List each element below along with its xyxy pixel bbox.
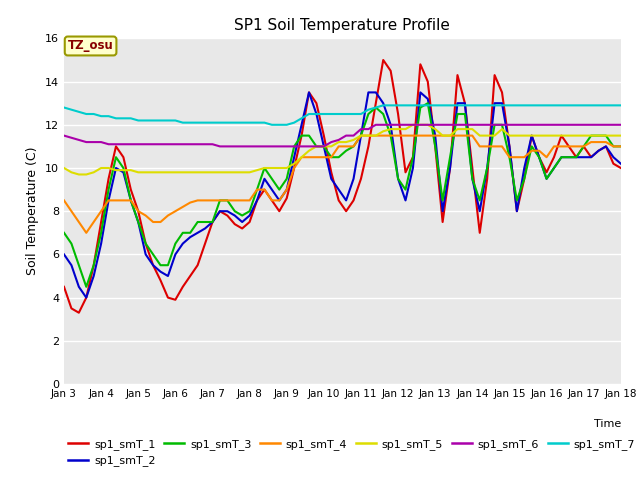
sp1_smT_6 bbox=[431, 122, 439, 128]
sp1_smT_1 bbox=[75, 310, 83, 316]
sp1_smT_7 bbox=[617, 103, 625, 108]
sp1_smT_3 bbox=[357, 133, 365, 139]
Line: sp1_smT_1: sp1_smT_1 bbox=[64, 60, 621, 313]
sp1_smT_3 bbox=[431, 144, 439, 149]
sp1_smT_5 bbox=[409, 122, 417, 128]
sp1_smT_5 bbox=[60, 165, 68, 171]
sp1_smT_2 bbox=[617, 161, 625, 167]
Line: sp1_smT_6: sp1_smT_6 bbox=[64, 125, 621, 146]
sp1_smT_6 bbox=[216, 144, 224, 149]
Title: SP1 Soil Temperature Profile: SP1 Soil Temperature Profile bbox=[234, 18, 451, 33]
sp1_smT_7 bbox=[112, 115, 120, 121]
sp1_smT_3 bbox=[424, 100, 431, 106]
sp1_smT_2 bbox=[305, 90, 313, 96]
sp1_smT_2 bbox=[520, 165, 528, 171]
sp1_smT_7 bbox=[268, 122, 276, 128]
sp1_smT_5 bbox=[120, 168, 127, 173]
sp1_smT_1 bbox=[446, 165, 454, 171]
sp1_smT_4 bbox=[260, 187, 268, 192]
Legend: sp1_smT_1, sp1_smT_2, sp1_smT_3, sp1_smT_4, sp1_smT_5, sp1_smT_6, sp1_smT_7: sp1_smT_1, sp1_smT_2, sp1_smT_3, sp1_smT… bbox=[64, 434, 639, 471]
sp1_smT_6 bbox=[357, 126, 365, 132]
sp1_smT_1 bbox=[617, 165, 625, 171]
sp1_smT_3 bbox=[60, 230, 68, 236]
sp1_smT_1 bbox=[120, 155, 127, 160]
Line: sp1_smT_4: sp1_smT_4 bbox=[64, 136, 621, 233]
sp1_smT_2 bbox=[83, 295, 90, 300]
Line: sp1_smT_7: sp1_smT_7 bbox=[64, 106, 621, 125]
sp1_smT_7 bbox=[357, 111, 365, 117]
Y-axis label: Soil Temperature (C): Soil Temperature (C) bbox=[26, 147, 40, 276]
sp1_smT_7 bbox=[431, 103, 439, 108]
sp1_smT_4 bbox=[617, 144, 625, 149]
sp1_smT_4 bbox=[431, 133, 439, 139]
sp1_smT_6 bbox=[520, 122, 528, 128]
sp1_smT_1 bbox=[380, 57, 387, 63]
sp1_smT_2 bbox=[446, 165, 454, 171]
sp1_smT_2 bbox=[365, 90, 372, 96]
sp1_smT_6 bbox=[446, 122, 454, 128]
sp1_smT_5 bbox=[446, 133, 454, 139]
sp1_smT_5 bbox=[520, 133, 528, 139]
sp1_smT_6 bbox=[372, 122, 380, 128]
sp1_smT_5 bbox=[357, 133, 365, 139]
sp1_smT_1 bbox=[520, 176, 528, 182]
sp1_smT_1 bbox=[260, 187, 268, 192]
sp1_smT_5 bbox=[617, 133, 625, 139]
sp1_smT_3 bbox=[260, 165, 268, 171]
Line: sp1_smT_2: sp1_smT_2 bbox=[64, 93, 621, 298]
sp1_smT_4 bbox=[357, 133, 365, 139]
sp1_smT_5 bbox=[260, 165, 268, 171]
sp1_smT_4 bbox=[365, 133, 372, 139]
sp1_smT_3 bbox=[617, 144, 625, 149]
sp1_smT_7 bbox=[520, 103, 528, 108]
Line: sp1_smT_3: sp1_smT_3 bbox=[64, 103, 621, 287]
Text: TZ_osu: TZ_osu bbox=[68, 39, 113, 52]
sp1_smT_3 bbox=[446, 155, 454, 160]
sp1_smT_7 bbox=[253, 120, 261, 126]
sp1_smT_5 bbox=[431, 126, 439, 132]
sp1_smT_1 bbox=[431, 144, 439, 149]
sp1_smT_4 bbox=[120, 198, 127, 204]
sp1_smT_6 bbox=[60, 133, 68, 139]
sp1_smT_6 bbox=[617, 122, 625, 128]
sp1_smT_4 bbox=[520, 155, 528, 160]
Text: Time: Time bbox=[593, 419, 621, 429]
sp1_smT_3 bbox=[520, 176, 528, 182]
sp1_smT_4 bbox=[83, 230, 90, 236]
sp1_smT_7 bbox=[60, 105, 68, 110]
sp1_smT_6 bbox=[260, 144, 268, 149]
sp1_smT_4 bbox=[446, 133, 454, 139]
sp1_smT_3 bbox=[83, 284, 90, 290]
sp1_smT_7 bbox=[446, 103, 454, 108]
sp1_smT_3 bbox=[120, 165, 127, 171]
sp1_smT_4 bbox=[60, 198, 68, 204]
sp1_smT_6 bbox=[112, 141, 120, 147]
sp1_smT_2 bbox=[60, 252, 68, 257]
sp1_smT_1 bbox=[60, 284, 68, 290]
sp1_smT_2 bbox=[260, 176, 268, 182]
Line: sp1_smT_5: sp1_smT_5 bbox=[64, 125, 621, 175]
sp1_smT_7 bbox=[380, 103, 387, 108]
sp1_smT_2 bbox=[431, 133, 439, 139]
sp1_smT_5 bbox=[75, 172, 83, 178]
sp1_smT_2 bbox=[120, 169, 127, 175]
sp1_smT_1 bbox=[357, 176, 365, 182]
